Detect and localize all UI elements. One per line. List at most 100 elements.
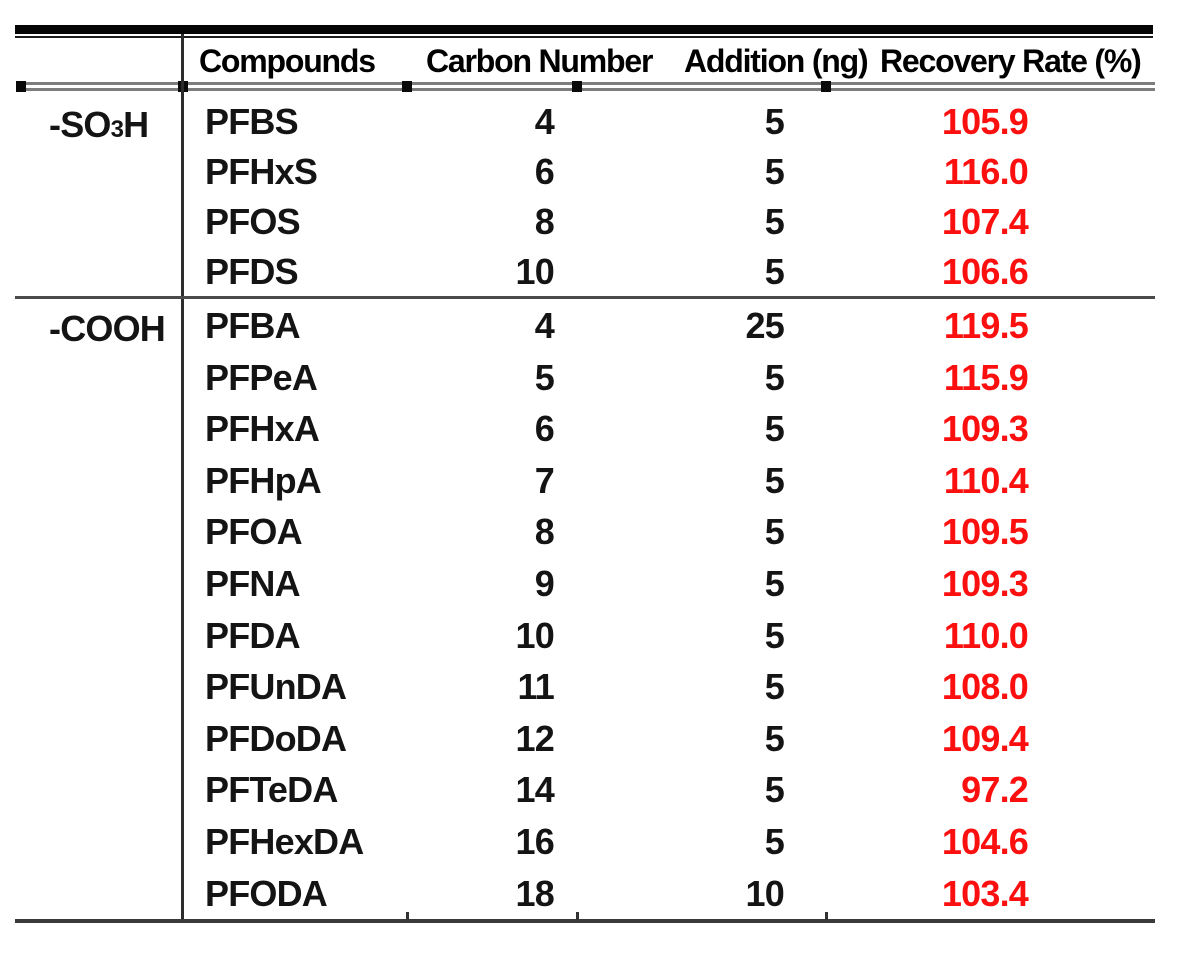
cell-compound: PFDS xyxy=(205,251,299,292)
cell-recovery-rate: 106.6 xyxy=(941,251,1029,292)
cell-carbon-number: 9 xyxy=(534,562,555,604)
group-separator-line xyxy=(15,296,1155,299)
table-top-inner-border xyxy=(15,36,1153,38)
cell-addition: 5 xyxy=(764,356,785,398)
cell-compound: PFBS xyxy=(205,101,299,142)
column-header-recovery-rate: Recovery Rate (%) xyxy=(880,43,1142,79)
table-row: PFBA 4 25 119.5 xyxy=(183,300,1034,352)
group-column-divider xyxy=(181,34,184,921)
cell-compound: PFHxA xyxy=(205,408,320,450)
cell-carbon-number: 8 xyxy=(534,511,555,553)
cell-addition: 5 xyxy=(764,717,785,759)
column-header-carbon-number: Carbon Number xyxy=(426,43,653,79)
cell-recovery-rate: 103.4 xyxy=(941,872,1029,914)
table-row: PFHpA 7 5 110.4 xyxy=(183,455,1034,507)
table-row: PFTeDA 14 5 97.2 xyxy=(183,764,1034,816)
cell-recovery-rate: 109.4 xyxy=(941,717,1029,759)
cell-compound: PFTeDA xyxy=(205,769,338,811)
cell-addition: 10 xyxy=(745,872,785,914)
cell-compound: PFBA xyxy=(205,305,301,346)
cell-recovery-rate: 119.5 xyxy=(943,305,1029,346)
bottom-tick-mark xyxy=(406,912,409,920)
cell-recovery-rate: 110.4 xyxy=(943,459,1029,501)
cell-carbon-number: 10 xyxy=(515,251,555,292)
cell-compound: PFDoDA xyxy=(205,717,347,759)
table-row: PFBS 4 5 105.9 xyxy=(183,97,1034,147)
cell-carbon-number: 16 xyxy=(515,820,555,862)
cell-addition: 5 xyxy=(764,151,785,192)
cell-compound: PFOS xyxy=(205,201,301,242)
group-so3h-rows: PFBS 4 5 105.9 PFHxS 6 5 116.0 PFOS 8 5 … xyxy=(183,97,1034,297)
group-label-so3h: -SO3H xyxy=(49,100,149,150)
cell-carbon-number: 12 xyxy=(515,717,555,759)
table-row: PFHxA 6 5 109.3 xyxy=(183,403,1034,455)
group-cooh-rows: PFBA 4 25 119.5 PFPeA 5 5 115.9 PFHxA 6 … xyxy=(183,300,1034,919)
cell-addition: 5 xyxy=(764,820,785,862)
cell-compound: PFNA xyxy=(205,562,301,604)
cell-recovery-rate: 110.0 xyxy=(943,614,1029,656)
cell-compound: PFPeA xyxy=(205,356,318,398)
cell-addition: 5 xyxy=(764,251,785,292)
column-tick-mark xyxy=(572,81,582,92)
cell-recovery-rate: 105.9 xyxy=(941,101,1029,142)
table-row: PFDA 10 5 110.0 xyxy=(183,610,1034,662)
table-row: PFHxS 6 5 116.0 xyxy=(183,147,1034,197)
cell-carbon-number: 6 xyxy=(534,408,555,450)
table-row: PFDS 10 5 106.6 xyxy=(183,247,1034,297)
table-row: PFOA 8 5 109.5 xyxy=(183,506,1034,558)
cell-carbon-number: 14 xyxy=(515,769,555,811)
cell-carbon-number: 6 xyxy=(534,151,555,192)
cell-compound: PFHexDA xyxy=(205,820,364,862)
cell-addition: 5 xyxy=(764,201,785,242)
column-tick-mark xyxy=(16,81,26,92)
cell-carbon-number: 7 xyxy=(534,459,555,501)
cell-addition: 25 xyxy=(745,305,785,346)
cell-recovery-rate: 104.6 xyxy=(941,820,1029,862)
cell-recovery-rate: 109.3 xyxy=(941,408,1029,450)
cell-carbon-number: 4 xyxy=(534,101,555,142)
table-row: PFDoDA 12 5 109.4 xyxy=(183,713,1034,765)
cell-recovery-rate: 115.9 xyxy=(943,356,1029,398)
bottom-tick-mark xyxy=(825,912,828,920)
column-header-addition: Addition (ng) xyxy=(684,43,869,79)
cell-addition: 5 xyxy=(764,614,785,656)
table-bottom-border xyxy=(15,919,1155,923)
cell-compound: PFHxS xyxy=(205,151,318,192)
cell-addition: 5 xyxy=(764,101,785,142)
cell-compound: PFOA xyxy=(205,511,303,553)
cell-carbon-number: 5 xyxy=(534,356,555,398)
group-label-cooh: -COOH xyxy=(49,303,166,355)
table-row: PFOS 8 5 107.4 xyxy=(183,197,1034,247)
cell-recovery-rate: 109.5 xyxy=(941,511,1029,553)
header-separator-line xyxy=(18,82,1155,91)
table-row: PFHexDA 16 5 104.6 xyxy=(183,816,1034,868)
cell-compound: PFDA xyxy=(205,614,301,656)
cell-recovery-rate: 109.3 xyxy=(941,562,1029,604)
cell-carbon-number: 4 xyxy=(534,305,555,346)
table-row: PFPeA 5 5 115.9 xyxy=(183,352,1034,404)
table-row: PFODA 18 10 103.4 xyxy=(183,868,1034,920)
group-label-text: -SO xyxy=(49,104,111,145)
cell-addition: 5 xyxy=(764,459,785,501)
group-label-text: -COOH xyxy=(49,308,166,349)
column-header-compounds: Compounds xyxy=(199,43,376,79)
cell-addition: 5 xyxy=(764,769,785,811)
cell-carbon-number: 18 xyxy=(515,872,555,914)
group-label-text: H xyxy=(123,104,149,145)
group-label-subscript: 3 xyxy=(110,116,124,143)
cell-carbon-number: 10 xyxy=(515,614,555,656)
cell-addition: 5 xyxy=(764,511,785,553)
cell-addition: 5 xyxy=(764,408,785,450)
cell-compound: PFODA xyxy=(205,872,328,914)
table-row: PFUnDA 11 5 108.0 xyxy=(183,661,1034,713)
cell-recovery-rate: 97.2 xyxy=(961,769,1029,811)
cell-recovery-rate: 116.0 xyxy=(943,151,1029,192)
column-tick-mark xyxy=(402,81,412,92)
cell-addition: 5 xyxy=(764,562,785,604)
table-top-border xyxy=(15,25,1153,34)
table-row: PFNA 9 5 109.3 xyxy=(183,558,1034,610)
bottom-tick-mark xyxy=(576,912,579,920)
cell-carbon-number: 8 xyxy=(534,201,555,242)
cell-compound: PFHpA xyxy=(205,459,322,501)
